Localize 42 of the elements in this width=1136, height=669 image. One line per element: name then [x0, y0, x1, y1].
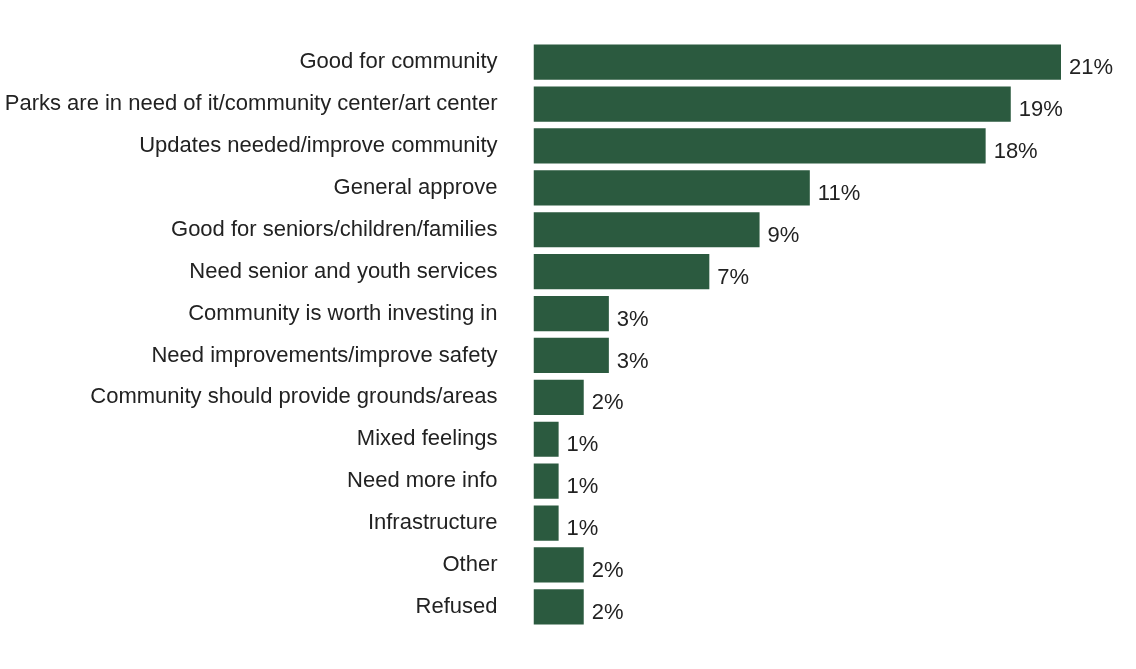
y-tick-label: Parks are in need of it/community center/art center — [4, 90, 498, 116]
bar — [533, 212, 760, 248]
bar — [533, 337, 609, 374]
bar — [533, 463, 559, 499]
data-label: 1% — [566, 473, 599, 499]
y-tick-label: Community is worth investing in — [188, 299, 498, 325]
y-tick-label: Other — [442, 551, 498, 577]
data-label: 3% — [616, 347, 649, 373]
bar — [533, 421, 559, 457]
data-label: 19% — [1018, 96, 1063, 122]
y-tick-label: Need improvements/improve safety — [151, 341, 498, 367]
bar — [533, 128, 986, 164]
bar — [533, 44, 1061, 80]
bar — [533, 379, 584, 415]
y-tick-label: Updates needed/improve community — [139, 132, 498, 158]
data-label: 1% — [566, 515, 599, 541]
y-tick-label: Good for community — [299, 48, 498, 74]
bar — [533, 254, 710, 290]
data-label: 11% — [817, 179, 861, 205]
data-label: 21% — [1069, 54, 1114, 80]
data-label: 1% — [566, 431, 599, 457]
y-tick-label: Refused — [415, 592, 498, 618]
y-tick-label: Community should provide grounds/areas — [90, 383, 498, 409]
data-label: 7% — [717, 263, 750, 289]
bar — [533, 589, 584, 625]
bar — [533, 170, 810, 206]
y-tick-label: Good for seniors/children/families — [171, 215, 498, 241]
bar — [533, 295, 609, 332]
bar — [533, 86, 1011, 122]
y-tick-label: Need senior and youth services — [189, 257, 498, 283]
y-tick-label: Infrastructure — [367, 509, 498, 535]
data-label: 9% — [767, 221, 800, 247]
data-label: 2% — [591, 389, 624, 415]
data-label: 3% — [616, 305, 649, 331]
data-label: 2% — [591, 557, 624, 583]
data-label: 18% — [993, 138, 1038, 164]
y-tick-label: Mixed feelings — [356, 425, 498, 451]
y-tick-label: General approve — [333, 173, 498, 199]
bar — [533, 547, 584, 583]
bar — [533, 505, 559, 541]
y-tick-label: Need more info — [347, 467, 498, 493]
data-label: 2% — [591, 598, 624, 624]
